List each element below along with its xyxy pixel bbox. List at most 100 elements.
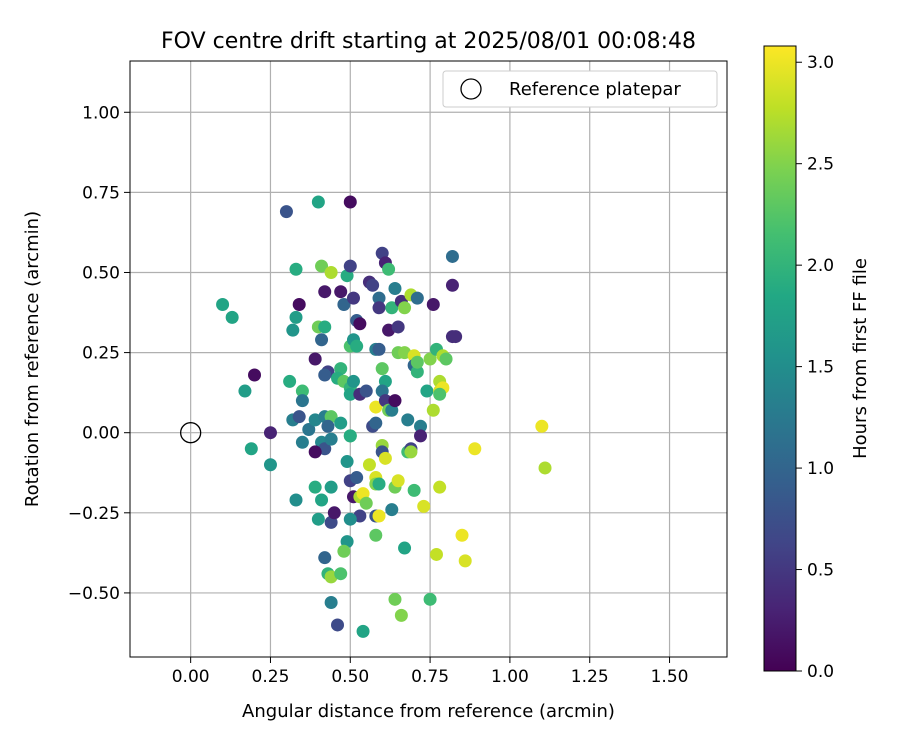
data-point [334, 416, 348, 430]
data-points [180, 195, 552, 638]
y-tick-label: 0.25 [82, 344, 120, 364]
data-point [343, 429, 357, 443]
data-point [289, 493, 303, 507]
data-point [321, 419, 335, 433]
data-point [343, 195, 357, 209]
data-point [308, 352, 322, 366]
data-point [279, 205, 293, 219]
y-axis-label: Rotation from reference (arcmin) [22, 211, 43, 507]
data-point [318, 551, 332, 565]
data-point [216, 298, 230, 312]
data-point [388, 282, 402, 296]
data-point [337, 298, 351, 312]
data-point [369, 400, 383, 414]
data-point [248, 368, 262, 382]
data-point [410, 365, 424, 379]
x-tick-label: 0.25 [252, 667, 290, 687]
data-point [407, 483, 421, 497]
data-point [417, 499, 431, 513]
data-point [324, 432, 338, 446]
legend-marker [460, 78, 482, 100]
colorbar-ticks: 0.0 0.5 1.0 1.5 2.0 2.5 3.0 [796, 53, 834, 682]
chart-title: FOV centre drift starting at 2025/08/01 … [161, 29, 696, 54]
legend-box [442, 70, 718, 108]
data-point [414, 419, 428, 433]
data-point [391, 474, 405, 488]
data-point [334, 567, 348, 581]
data-point [369, 416, 383, 430]
data-point [372, 301, 386, 315]
data-point [538, 461, 552, 475]
data-point [449, 330, 463, 344]
y-tick-label: −0.25 [68, 504, 120, 524]
data-point [343, 387, 357, 401]
data-point [244, 442, 258, 456]
data-point [318, 368, 332, 382]
data-point [308, 445, 322, 459]
data-point [414, 429, 428, 443]
x-tick-label: 1.50 [651, 667, 689, 687]
data-point [468, 442, 482, 456]
data-point [343, 512, 357, 526]
data-point [455, 528, 469, 542]
data-point [324, 596, 338, 610]
legend: Reference platepar [442, 70, 718, 108]
data-point [429, 547, 443, 561]
y-tick-label: 0.50 [82, 263, 120, 283]
y-tick-label: 0.75 [82, 183, 120, 203]
data-point [350, 471, 364, 485]
y-tick-label: 0.00 [82, 424, 120, 444]
y-tick-label: −0.50 [68, 584, 120, 604]
data-point [311, 512, 325, 526]
data-point [315, 259, 329, 273]
data-point [398, 541, 412, 555]
data-point [426, 298, 440, 312]
y-tick-label: 1.00 [82, 103, 120, 123]
colorbar-gradient [763, 45, 797, 672]
data-point [295, 435, 309, 449]
data-point [308, 480, 322, 494]
data-point [263, 458, 277, 472]
data-point [423, 352, 437, 366]
x-axis: 0.00 0.25 0.50 0.75 1.00 1.25 1.50 [172, 657, 689, 687]
data-point [366, 278, 380, 292]
data-point [346, 374, 360, 388]
data-point [372, 477, 386, 491]
data-point [318, 285, 332, 299]
colorbar: 0.0 0.5 1.0 1.5 2.0 2.5 3.0 Hours from first F… [763, 45, 871, 682]
data-point [353, 317, 367, 331]
grid [130, 61, 727, 657]
data-point [369, 528, 383, 542]
data-point [289, 262, 303, 276]
data-point [362, 458, 376, 472]
x-axis-label: Angular distance from reference (arcmin) [242, 701, 615, 722]
data-point [292, 298, 306, 312]
data-point [331, 618, 345, 632]
colorbar-label: Hours from first FF file [850, 258, 871, 459]
data-point [346, 291, 360, 305]
x-tick-label: 0.00 [172, 667, 210, 687]
data-point [398, 301, 412, 315]
data-point [433, 480, 447, 494]
data-point [263, 426, 277, 440]
x-tick-label: 0.50 [331, 667, 369, 687]
data-point [334, 285, 348, 299]
data-point [410, 291, 424, 305]
colorbar-tick-label: 0.5 [807, 561, 834, 581]
data-point [394, 608, 408, 622]
data-point [388, 592, 402, 606]
data-point [302, 422, 316, 436]
data-point [535, 419, 549, 433]
data-point [426, 403, 440, 417]
data-point [401, 413, 415, 427]
colorbar-tick-label: 2.5 [807, 155, 834, 175]
legend-entry: Reference platepar [509, 79, 681, 100]
data-point [315, 333, 329, 347]
data-point [404, 445, 418, 459]
data-point [372, 342, 386, 356]
data-point [378, 451, 392, 465]
data-point [283, 374, 297, 388]
data-point [433, 387, 447, 401]
data-point [410, 355, 424, 369]
